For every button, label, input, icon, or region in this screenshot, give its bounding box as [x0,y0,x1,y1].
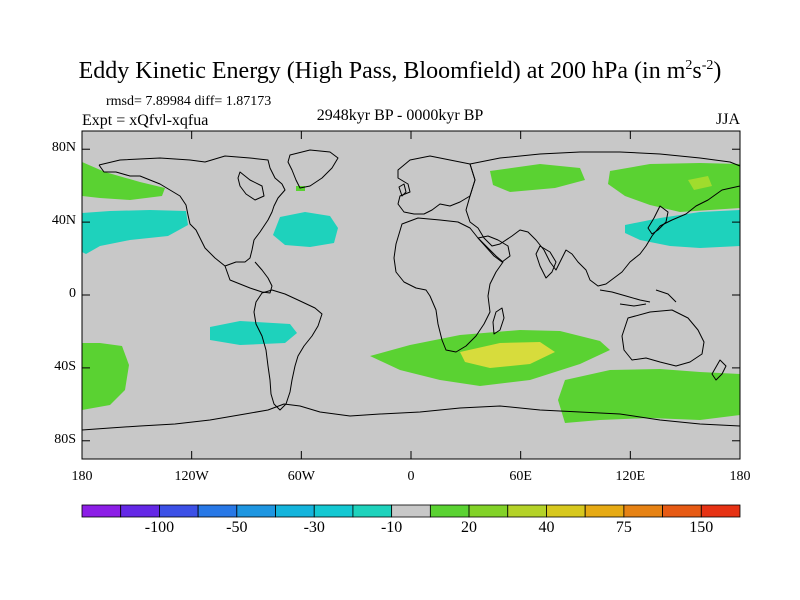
colorbar-box [584,504,625,518]
title-end-text: ) [713,58,722,84]
experiment-label: Expt = xQfvl-xqfua [82,112,209,129]
coast-uk [398,183,407,197]
coast-madagascar [492,307,505,335]
colorbar-box [313,504,354,518]
coast-north-america [98,155,286,294]
title-sup-1: 2 [685,58,693,73]
colorbar-box [700,504,741,518]
title-main-text: Eddy Kinetic Energy (High Pass, Bloomfie… [78,58,686,84]
field-nw-pacific-cyan [625,210,740,248]
lon-tick-label: 60E [509,469,532,484]
coast-australia [621,309,705,367]
lat-tick-label: 0 [69,286,76,301]
field-s-indian-yellow [460,342,555,368]
stats-label: rmsd= 7.89984 diff= 1.87173 [106,94,272,109]
colorbar-box [352,504,393,518]
coastlines [81,149,741,431]
coast-europe [397,155,476,215]
field-greenland-green [296,186,305,191]
lat-tick-label: 40N [51,213,76,229]
colorbar-box [275,504,315,518]
field-ne-asia-green [608,163,740,212]
coast-africa [393,217,504,353]
lat-tick-label: 40S [54,358,76,374]
colorbar-box [236,504,276,518]
coast-hudson-bay [237,171,265,201]
colorbar-label: 75 [615,519,632,536]
lat-tick-label: 80S [54,431,76,447]
coast-arabia [477,235,511,263]
lon-tick-label: 0 [407,469,415,484]
colorbar-box [623,504,663,518]
coast-japan [647,205,669,235]
colorbar-label: 40 [538,519,555,536]
field-kamchatka-lime [688,176,712,190]
coast-asia [465,151,741,287]
anomaly-fields [82,162,740,423]
colorbar-box [120,504,160,518]
lat-tick-label: 80N [51,140,76,156]
colorbar-box [546,504,586,518]
lon-tick-label: 120E [615,469,646,484]
colorbar-box [507,504,547,518]
colorbar-label: -10 [380,519,403,536]
colorbar-label: 150 [689,519,714,536]
coast-indonesia [599,289,677,307]
coast-new-zealand [711,359,727,381]
colorbar-label: -50 [226,519,248,536]
lon-tick-label: 120W [174,469,209,484]
lon-tick-label: 60W [287,469,315,484]
lat-ticks [82,148,740,442]
colorbar-box [429,504,470,518]
title-mid-text: s [692,58,702,84]
lon-ticks [81,131,741,459]
colorbar-label: -100 [144,519,175,536]
colorbar-box [197,504,238,518]
lon-tick-label: 180 [729,469,751,484]
field-n-pacific-cyan [82,210,188,254]
lon-tick-label: 180 [71,469,93,484]
title-sup-2: -2 [701,58,714,73]
period-label: 2948kyr BP - 0000kyr BP [316,107,484,124]
field-s-pacific-cyan [210,321,297,345]
field-asia-green [490,164,585,192]
coast-india [535,245,557,279]
field-n-pacific-green [82,162,165,200]
chart-title: Eddy Kinetic Energy (High Pass, Bloomfie… [0,58,800,85]
colorbar-label: 20 [461,519,478,536]
field-n-atlantic-cyan [273,212,338,247]
colorbar-box [391,504,431,518]
colorbar-box [81,504,122,518]
colorbar-box [159,504,199,518]
field-se-pacific-green [82,343,129,410]
colorbar-label: -30 [303,519,325,536]
colorbar-box [468,504,509,518]
colorbar [81,504,741,518]
map-plot [81,130,741,460]
coast-antarctica [81,403,741,431]
colorbar-box [662,504,702,518]
season-label: JJA [715,111,740,128]
coast-south-america [253,289,323,411]
coast-greenland [287,149,339,189]
field-australia-green [558,369,740,423]
